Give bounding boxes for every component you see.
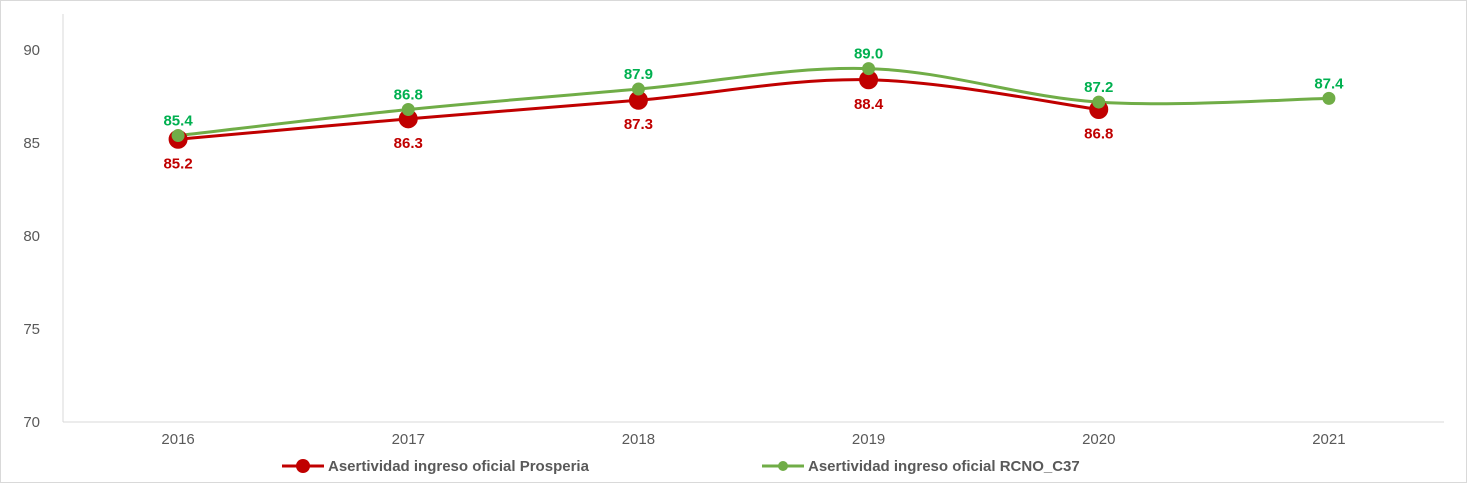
x-tick-label: 2016 xyxy=(161,431,194,448)
y-tick-label: 90 xyxy=(23,42,40,59)
data-label: 87.9 xyxy=(624,66,653,83)
x-tick-label: 2019 xyxy=(852,431,885,448)
legend-marker xyxy=(296,459,310,473)
legend-label: Asertividad ingreso oficial Prosperia xyxy=(328,458,590,475)
data-point xyxy=(401,103,415,117)
legend: Asertividad ingreso oficial Prosperia Ase… xyxy=(282,458,1080,475)
data-labels-group: 85.2 86.3 87.3 88.4 86.8 85.4 86.8 87.9 89.0 87.2… xyxy=(163,46,1344,173)
data-label: 86.8 xyxy=(1084,126,1113,143)
y-tick-label: 70 xyxy=(23,414,40,431)
x-tick-label: 2018 xyxy=(622,431,655,448)
x-tick-label: 2017 xyxy=(392,431,425,448)
x-tick-label: 2021 xyxy=(1312,431,1345,448)
series-points-group xyxy=(168,62,1336,149)
axes-group: 70 75 80 85 90 2016 2017 2018 2019 2020 2021 xyxy=(23,14,1444,448)
y-tick-label: 80 xyxy=(23,228,40,245)
data-label: 86.8 xyxy=(394,87,423,104)
data-label: 86.3 xyxy=(394,135,423,152)
data-point xyxy=(171,129,185,143)
legend-label: Asertividad ingreso oficial RCNO_C37 xyxy=(808,458,1080,475)
series-line xyxy=(177,66,1329,138)
data-point xyxy=(862,62,876,76)
y-tick-label: 85 xyxy=(23,135,40,152)
data-label: 87.4 xyxy=(1314,75,1344,92)
series-lines-group xyxy=(177,66,1329,141)
data-label: 88.4 xyxy=(854,96,884,113)
data-label: 87.3 xyxy=(624,116,653,133)
data-label: 87.2 xyxy=(1084,79,1113,96)
data-point xyxy=(1092,95,1106,109)
y-tick-label: 75 xyxy=(23,321,40,338)
data-label: 85.4 xyxy=(163,113,193,130)
data-point xyxy=(631,82,645,96)
data-label: 89.0 xyxy=(854,46,883,63)
data-label: 85.2 xyxy=(163,155,192,172)
x-tick-label: 2020 xyxy=(1082,431,1115,448)
data-point xyxy=(1322,91,1336,105)
legend-marker xyxy=(778,461,788,471)
